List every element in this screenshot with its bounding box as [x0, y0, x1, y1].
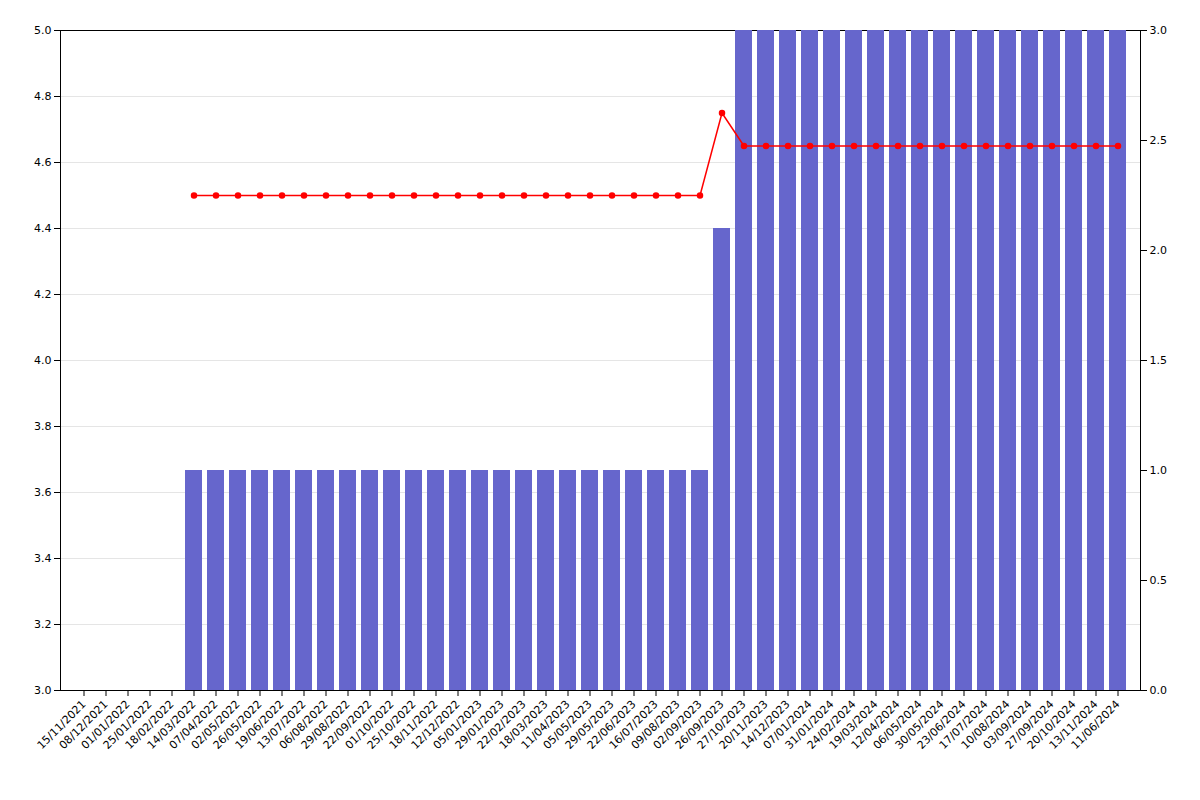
svg-text:19/06/2022: 19/06/2022	[232, 697, 287, 752]
svg-text:13/11/2024: 13/11/2024	[1046, 697, 1101, 752]
svg-text:22/02/2023: 22/02/2023	[474, 697, 529, 752]
svg-text:31/01/2024: 31/01/2024	[782, 697, 837, 752]
svg-text:12/04/2024: 12/04/2024	[848, 697, 903, 752]
svg-text:3.4: 3.4	[34, 552, 52, 565]
svg-text:10/08/2024: 10/08/2024	[958, 697, 1013, 752]
svg-text:0.5: 0.5	[1150, 574, 1168, 587]
svg-text:07/04/2022: 07/04/2022	[166, 697, 221, 752]
svg-text:5.0: 5.0	[34, 24, 52, 37]
svg-text:3.8: 3.8	[34, 420, 52, 433]
svg-text:1.0: 1.0	[1150, 464, 1168, 477]
svg-text:4.0: 4.0	[34, 354, 52, 367]
svg-text:26/05/2022: 26/05/2022	[210, 697, 265, 752]
svg-text:0.0: 0.0	[1150, 684, 1168, 697]
svg-text:4.4: 4.4	[34, 222, 52, 235]
svg-text:1.5: 1.5	[1150, 354, 1168, 367]
svg-text:09/08/2023: 09/08/2023	[628, 697, 683, 752]
svg-text:2.0: 2.0	[1150, 244, 1168, 257]
svg-text:07/01/2024: 07/01/2024	[760, 697, 815, 752]
svg-text:12/12/2022: 12/12/2022	[408, 697, 463, 752]
svg-text:22/09/2022: 22/09/2022	[320, 697, 375, 752]
svg-text:4.6: 4.6	[34, 156, 52, 169]
svg-text:17/07/2024: 17/07/2024	[936, 697, 991, 752]
svg-text:02/05/2022: 02/05/2022	[188, 697, 243, 752]
svg-text:15/11/2021: 15/11/2021	[34, 697, 89, 752]
svg-text:05/01/2023: 05/01/2023	[430, 697, 485, 752]
svg-text:27/10/2023: 27/10/2023	[694, 697, 749, 752]
svg-text:4.2: 4.2	[34, 288, 52, 301]
svg-text:2.5: 2.5	[1150, 134, 1168, 147]
svg-text:05/05/2023: 05/05/2023	[540, 697, 595, 752]
svg-text:29/05/2023: 29/05/2023	[562, 697, 617, 752]
svg-text:01/01/2022: 01/01/2022	[78, 697, 133, 752]
svg-text:03/09/2024: 03/09/2024	[980, 697, 1035, 752]
svg-text:06/05/2024: 06/05/2024	[870, 697, 925, 752]
svg-text:02/09/2023: 02/09/2023	[650, 697, 705, 752]
svg-text:25/01/2022: 25/01/2022	[100, 697, 155, 752]
svg-text:20/11/2023: 20/11/2023	[716, 697, 771, 752]
svg-text:3.0: 3.0	[34, 684, 52, 697]
svg-text:18/02/2022: 18/02/2022	[122, 697, 177, 752]
svg-text:3.2: 3.2	[34, 618, 52, 631]
svg-text:3.0: 3.0	[1150, 24, 1168, 37]
svg-text:3.6: 3.6	[34, 486, 52, 499]
svg-text:16/07/2023: 16/07/2023	[606, 697, 661, 752]
svg-text:23/06/2024: 23/06/2024	[914, 697, 969, 752]
svg-text:14/03/2022: 14/03/2022	[144, 697, 199, 752]
svg-text:13/07/2022: 13/07/2022	[254, 697, 309, 752]
svg-text:08/12/2021: 08/12/2021	[56, 697, 111, 752]
svg-text:25/10/2022: 25/10/2022	[364, 697, 419, 752]
svg-text:19/03/2024: 19/03/2024	[826, 697, 881, 752]
svg-text:06/08/2022: 06/08/2022	[276, 697, 331, 752]
svg-text:26/09/2023: 26/09/2023	[672, 697, 727, 752]
svg-text:20/10/2024: 20/10/2024	[1024, 697, 1079, 752]
svg-text:14/12/2023: 14/12/2023	[738, 697, 793, 752]
svg-text:18/03/2023: 18/03/2023	[496, 697, 551, 752]
svg-text:29/08/2022: 29/08/2022	[298, 697, 353, 752]
svg-text:24/02/2024: 24/02/2024	[804, 697, 859, 752]
svg-text:29/01/2023: 29/01/2023	[452, 697, 507, 752]
svg-text:18/11/2022: 18/11/2022	[386, 697, 441, 752]
svg-text:01/10/2022: 01/10/2022	[342, 697, 397, 752]
svg-text:4.8: 4.8	[34, 90, 52, 103]
svg-text:30/05/2024: 30/05/2024	[892, 697, 947, 752]
svg-text:27/09/2024: 27/09/2024	[1002, 697, 1057, 752]
svg-text:22/06/2023: 22/06/2023	[584, 697, 639, 752]
svg-text:11/06/2024: 11/06/2024	[1069, 698, 1123, 752]
svg-text:11/04/2023: 11/04/2023	[518, 697, 573, 752]
